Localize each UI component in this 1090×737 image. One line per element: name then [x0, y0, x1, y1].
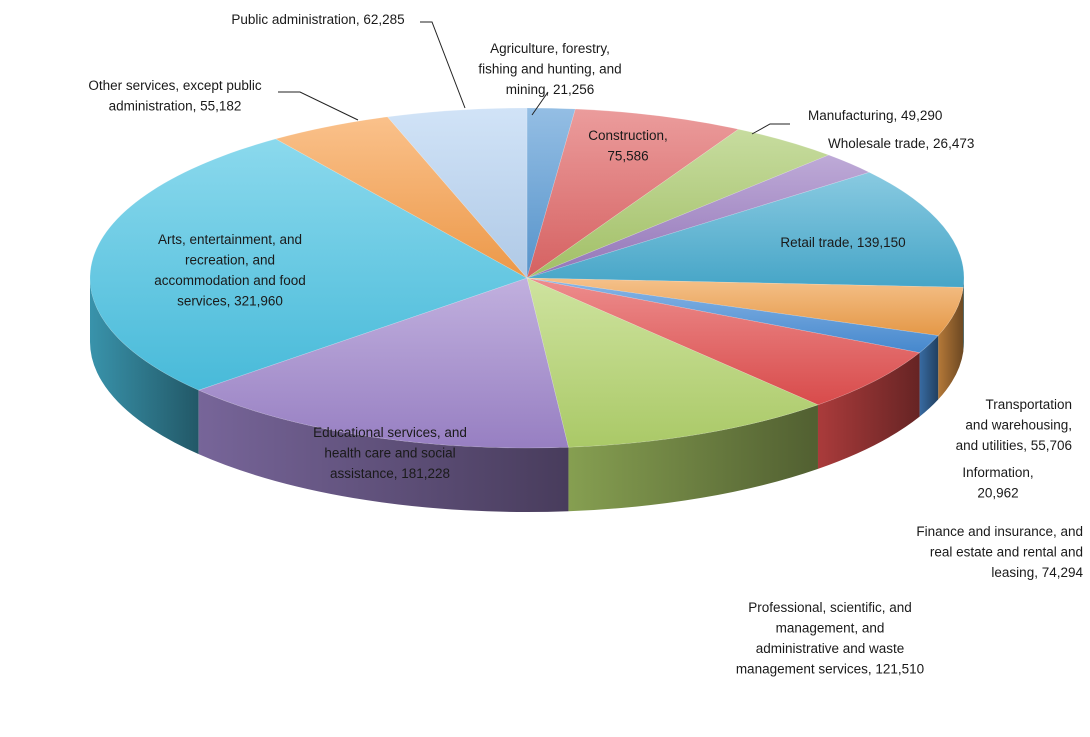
slice-information	[526, 277, 939, 353]
slice-side-finance-and-insurance-and-real-estate-an	[817, 352, 920, 469]
slice-construction	[526, 108, 740, 279]
slice-agriculture-forestry-fishing-and-hunting	[526, 107, 576, 279]
leader-agriculture-forestry-fishing-and-hunting	[531, 91, 549, 116]
slice-manufacturing	[526, 128, 830, 279]
slice-side-educational-services-and-health-care-and	[198, 390, 569, 512]
slice-side-professional-scientific-and-management-a	[568, 404, 818, 512]
label-wholesale-trade: Wholesale trade, 26,473	[828, 136, 974, 151]
slice-retail-trade	[526, 172, 965, 288]
label-other-services-except-public-administrat: Other services, except public administrat…	[88, 78, 262, 114]
label-public-administration: Public administration, 62,285	[231, 12, 404, 27]
label-educational-services-and-health-care-and: Educational services, and health care and…	[313, 425, 467, 481]
leader-manufacturing	[751, 123, 790, 135]
slice-other-services-except-public-administrat	[274, 116, 528, 279]
leader-other-services-except-public-administrat	[278, 91, 359, 121]
pie-sides	[90, 278, 964, 512]
label-arts-entertainment-and-recreation-and-ac: Arts, entertainment, and recreation, and a…	[154, 232, 306, 309]
slice-educational-services-and-health-care-and	[197, 277, 569, 449]
slice-wholesale-trade	[526, 154, 871, 279]
slice-labels: Agriculture, forestry, fishing and huntin…	[88, 12, 1083, 677]
slice-arts-entertainment-and-recreation-and-ac	[89, 138, 528, 391]
slice-professional-scientific-and-management-a	[526, 277, 819, 448]
slice-side-arts-entertainment-and-recreation-and-ac	[90, 278, 199, 455]
label-retail-trade: Retail trade, 139,150	[780, 235, 905, 250]
leader-public-administration	[420, 21, 466, 109]
label-finance-and-insurance-and-real-estate-an: Finance and insurance, and real estate an…	[916, 524, 1083, 580]
slice-transportation-and-warehousing-and-utili	[526, 277, 964, 336]
label-construction: Construction, 75,586	[588, 128, 668, 164]
label-manufacturing: Manufacturing, 49,290	[808, 108, 942, 123]
label-information: Information, 20,962	[962, 465, 1033, 501]
pie-tops	[89, 107, 965, 449]
label-professional-scientific-and-management-a: Professional, scientific, and management,…	[736, 600, 924, 677]
slice-side-information	[919, 335, 939, 417]
slice-side-retail-trade	[963, 278, 964, 352]
label-agriculture-forestry-fishing-and-hunting: Agriculture, forestry, fishing and huntin…	[478, 41, 621, 97]
slice-side-transportation-and-warehousing-and-utili	[938, 287, 964, 400]
leader-lines	[278, 21, 790, 135]
slice-public-administration	[386, 107, 528, 279]
label-transportation-and-warehousing-and-utili: Transportation and warehousing, and utilit…	[956, 397, 1072, 453]
slice-finance-and-insurance-and-real-estate-an	[526, 277, 921, 406]
